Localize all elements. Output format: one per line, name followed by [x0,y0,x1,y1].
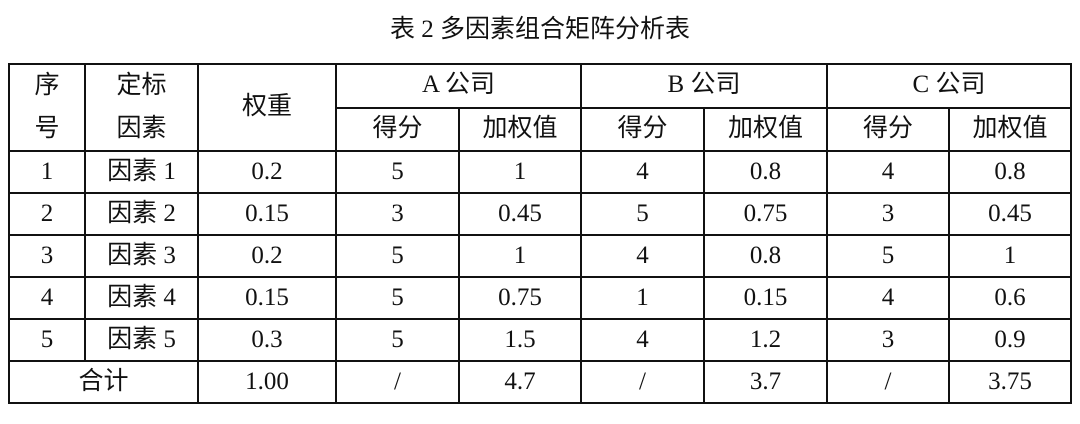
table-row: 3 因素 3 0.2 5 1 4 0.8 5 1 [8,234,1072,278]
row-score: 4 [826,276,950,320]
row-score: 5 [826,234,950,278]
header-row-2: 得分 加权值 得分 加权值 得分 加权值 [9,106,1072,152]
total-weighted-value: 3.75 [948,360,1072,404]
row-index: 2 [8,192,86,236]
total-score: / [580,360,705,404]
total-weighted-value: 3.7 [703,360,828,404]
row-factor: 因素 2 [84,192,199,236]
table-row: 4 因素 4 0.15 5 0.75 1 0.15 4 0.6 [8,276,1072,320]
table-title: 表 2 多因素组合矩阵分析表 [389,16,690,43]
row-index: 4 [8,276,86,320]
row-score: 4 [826,150,950,194]
header-weighted: 加权值 [703,106,828,152]
row-weighted-value: 0.45 [948,192,1072,236]
row-weighted-value: 0.8 [948,150,1072,194]
row-score: 4 [580,150,705,194]
row-score: 4 [580,234,705,278]
header-score: 得分 [580,106,705,152]
row-factor: 因素 1 [84,150,199,194]
total-weight: 1.00 [197,360,337,404]
row-weighted-value: 0.8 [703,150,828,194]
table-row: 2 因素 2 0.15 3 0.45 5 0.75 3 0.45 [8,192,1072,236]
header-index: 序号 [8,63,86,152]
row-score: 5 [580,192,705,236]
row-weighted-value: 0.15 [703,276,828,320]
row-weighted-value: 1 [948,234,1072,278]
row-weighted-value: 1 [458,234,582,278]
row-weight: 0.2 [197,234,337,278]
total-label: 合计 [8,360,199,404]
total-score: / [826,360,950,404]
header-index-text: 序号 [34,72,60,142]
row-weighted-value: 1.5 [458,318,582,362]
header-company-c: C 公司 [826,63,1072,109]
row-score: 5 [335,234,460,278]
row-weighted-value: 0.45 [458,192,582,236]
header-weighted: 加权值 [458,106,582,152]
row-weighted-value: 0.8 [703,234,828,278]
row-weighted-value: 1 [458,150,582,194]
row-score: 5 [335,276,460,320]
header-factor: 定标因素 [84,63,199,152]
header-factor-text: 定标因素 [116,72,167,142]
row-score: 4 [580,318,705,362]
total-row: 合计 1.00/4.7/3.7/3.75 [8,360,1072,404]
total-weighted-value: 4.7 [458,360,582,404]
row-weighted-value: 0.75 [703,192,828,236]
row-score: 3 [826,318,950,362]
header-score: 得分 [335,106,460,152]
row-factor: 因素 3 [84,234,199,278]
row-weight: 0.15 [197,276,337,320]
header-score: 得分 [826,106,950,152]
row-weighted-value: 0.75 [458,276,582,320]
header-weighted: 加权值 [948,106,1072,152]
header-row-1: 序号 定标因素 权重 A 公司 B 公司 C 公司 [8,63,1072,152]
header-weight: 权重 [197,63,337,152]
row-score: 3 [335,192,460,236]
header-company-a: A 公司 [335,63,582,109]
total-score: / [335,360,460,404]
row-weight: 0.3 [197,318,337,362]
row-score: 1 [580,276,705,320]
row-index: 1 [8,150,86,194]
row-weighted-value: 1.2 [703,318,828,362]
table-row: 1 因素 1 0.2 5 1 4 0.8 4 0.8 [8,150,1072,194]
row-factor: 因素 5 [84,318,199,362]
row-weighted-value: 0.6 [948,276,1072,320]
row-index: 5 [8,318,86,362]
row-index: 3 [8,234,86,278]
table-row: 5 因素 5 0.3 5 1.5 4 1.2 3 0.9 [8,318,1072,362]
row-score: 5 [335,318,460,362]
row-score: 3 [826,192,950,236]
header-company-b: B 公司 [580,63,828,109]
row-weight: 0.2 [197,150,337,194]
row-score: 5 [335,150,460,194]
row-weighted-value: 0.9 [948,318,1072,362]
row-factor: 因素 4 [84,276,199,320]
factor-matrix-table: 序号 定标因素 权重 A 公司 B 公司 C 公司 得分 加权值 得分 加权值 … [8,63,1072,404]
row-weight: 0.15 [197,192,337,236]
